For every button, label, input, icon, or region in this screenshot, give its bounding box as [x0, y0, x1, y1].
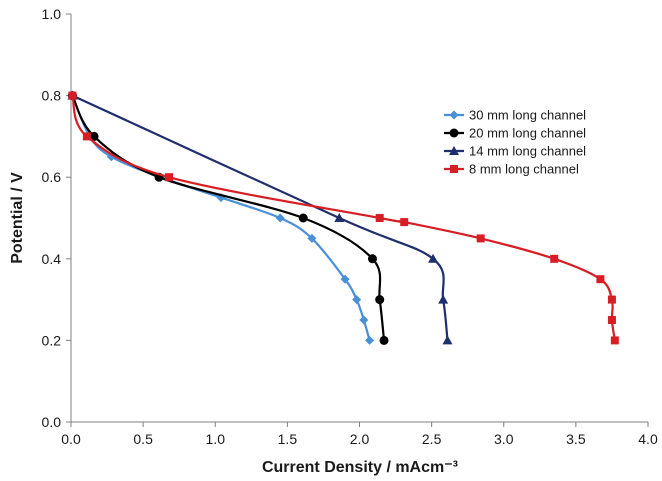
axes [66, 13, 649, 427]
data-point [476, 234, 485, 243]
data-point [352, 295, 362, 305]
x-tick-label: 0.0 [61, 431, 81, 447]
y-axis-title: Potential / V [9, 172, 26, 264]
x-tick-label: 3.0 [494, 431, 514, 447]
series-0 [67, 91, 375, 345]
data-point [367, 254, 377, 264]
y-tick-label: 1.0 [42, 6, 62, 22]
series-3 [68, 91, 619, 345]
data-point [607, 295, 616, 304]
data-point [442, 335, 453, 345]
data-point [438, 294, 449, 304]
legend-label: 8 mm long channel [469, 162, 579, 177]
data-point [375, 214, 384, 222]
data-point [340, 274, 350, 284]
y-tick-label: 0.2 [42, 332, 62, 348]
series-2 [67, 90, 453, 345]
legend-marker [450, 165, 458, 173]
x-axis-title: Current Density / mAcm⁻³ [262, 459, 458, 476]
series-line [71, 94, 449, 341]
data-point [89, 131, 99, 141]
x-tick-label: 1.5 [278, 431, 298, 447]
legend-item: 20 mm long channel [444, 126, 586, 141]
legend-label: 30 mm long channel [469, 108, 586, 123]
data-point [359, 315, 369, 325]
data-point [400, 218, 409, 227]
legend-label: 14 mm long channel [469, 144, 586, 159]
legend-marker [449, 110, 459, 120]
legend-item: 30 mm long channel [444, 108, 586, 123]
data-point [428, 253, 439, 263]
x-tick-label: 1.0 [206, 431, 226, 447]
data-point [607, 316, 616, 324]
legend-item: 8 mm long channel [444, 162, 579, 177]
y-tick-label: 0.0 [42, 414, 62, 430]
y-tick-label: 0.6 [42, 169, 62, 185]
x-tick-label: 0.5 [133, 431, 153, 447]
series-line [71, 95, 371, 341]
data-point [298, 213, 308, 223]
legend: 30 mm long channel 20 mm long channel 14 m… [444, 108, 586, 177]
y-tick-label: 0.8 [42, 88, 62, 104]
data-point [550, 254, 559, 263]
data-point [334, 213, 345, 222]
data-point [375, 295, 385, 305]
data-point [596, 275, 605, 284]
data-point [275, 213, 285, 223]
legend-label: 20 mm long channel [469, 126, 586, 141]
data-point [365, 335, 375, 345]
data-point [379, 335, 389, 345]
data-point [68, 91, 77, 100]
x-tick-label: 3.5 [566, 431, 586, 447]
data-point [610, 336, 619, 345]
data-point [165, 173, 174, 182]
x-tick-label: 2.5 [422, 431, 442, 447]
tick-labels: 0.0 0.5 1.0 1.5 2.0 2.5 3.0 3.5 4.0 0.0 0.2 0.4 0.6 0… [42, 6, 658, 447]
data-point [82, 132, 91, 141]
legend-marker [449, 128, 459, 138]
x-tick-label: 4.0 [638, 431, 658, 447]
legend-item: 14 mm long channel [444, 144, 586, 159]
legend-marker [449, 146, 459, 155]
plot-area [67, 90, 619, 345]
x-tick-label: 2.0 [350, 431, 370, 447]
y-tick-label: 0.4 [42, 251, 62, 267]
data-point [307, 233, 317, 243]
